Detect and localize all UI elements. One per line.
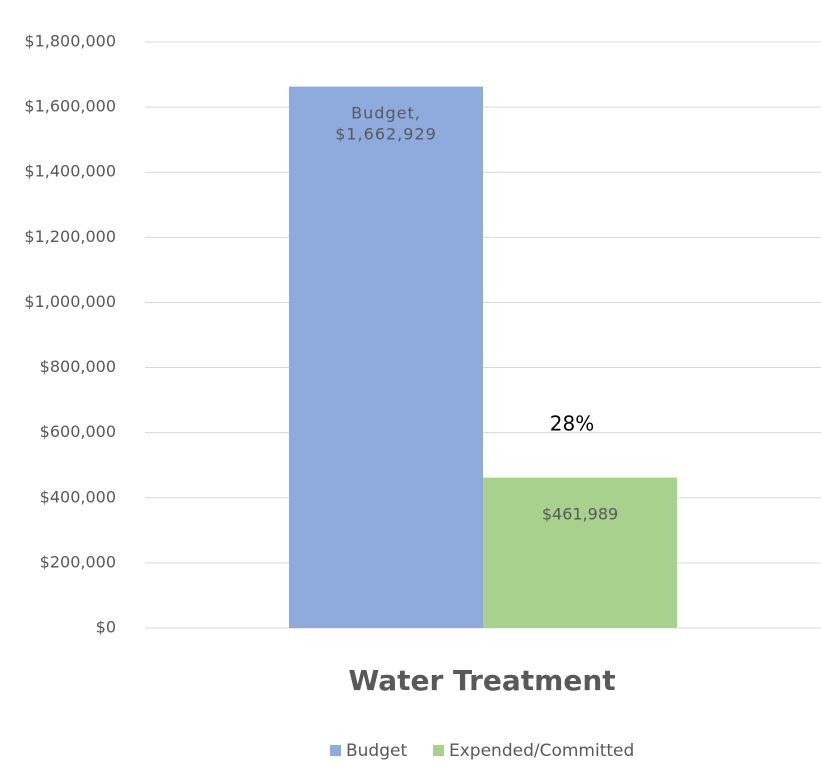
legend-label: Expended/Committed bbox=[449, 741, 634, 761]
y-tick-label: $600,000 bbox=[40, 422, 116, 441]
data-label: Budget, $1,662,929 bbox=[335, 103, 437, 143]
y-tick-label: $1,000,000 bbox=[24, 292, 116, 311]
bar bbox=[289, 86, 483, 629]
x-tick-label: Water Treatment bbox=[348, 664, 615, 697]
legend-swatch bbox=[330, 745, 341, 756]
y-tick-label: $200,000 bbox=[40, 552, 116, 571]
y-tick-label: $0 bbox=[96, 618, 116, 637]
y-tick-label: $400,000 bbox=[40, 487, 116, 506]
bar bbox=[483, 477, 677, 628]
data-label: $461,989 bbox=[542, 504, 618, 523]
y-tick-label: $1,200,000 bbox=[24, 227, 116, 246]
y-tick-label: $800,000 bbox=[40, 357, 116, 376]
legend-label: Budget bbox=[346, 741, 407, 761]
y-tick-label: $1,400,000 bbox=[24, 162, 116, 181]
y-tick-label: $1,800,000 bbox=[24, 32, 116, 51]
annotation: 28% bbox=[550, 412, 594, 436]
legend-swatch bbox=[433, 745, 444, 756]
y-tick-label: $1,600,000 bbox=[24, 97, 116, 116]
